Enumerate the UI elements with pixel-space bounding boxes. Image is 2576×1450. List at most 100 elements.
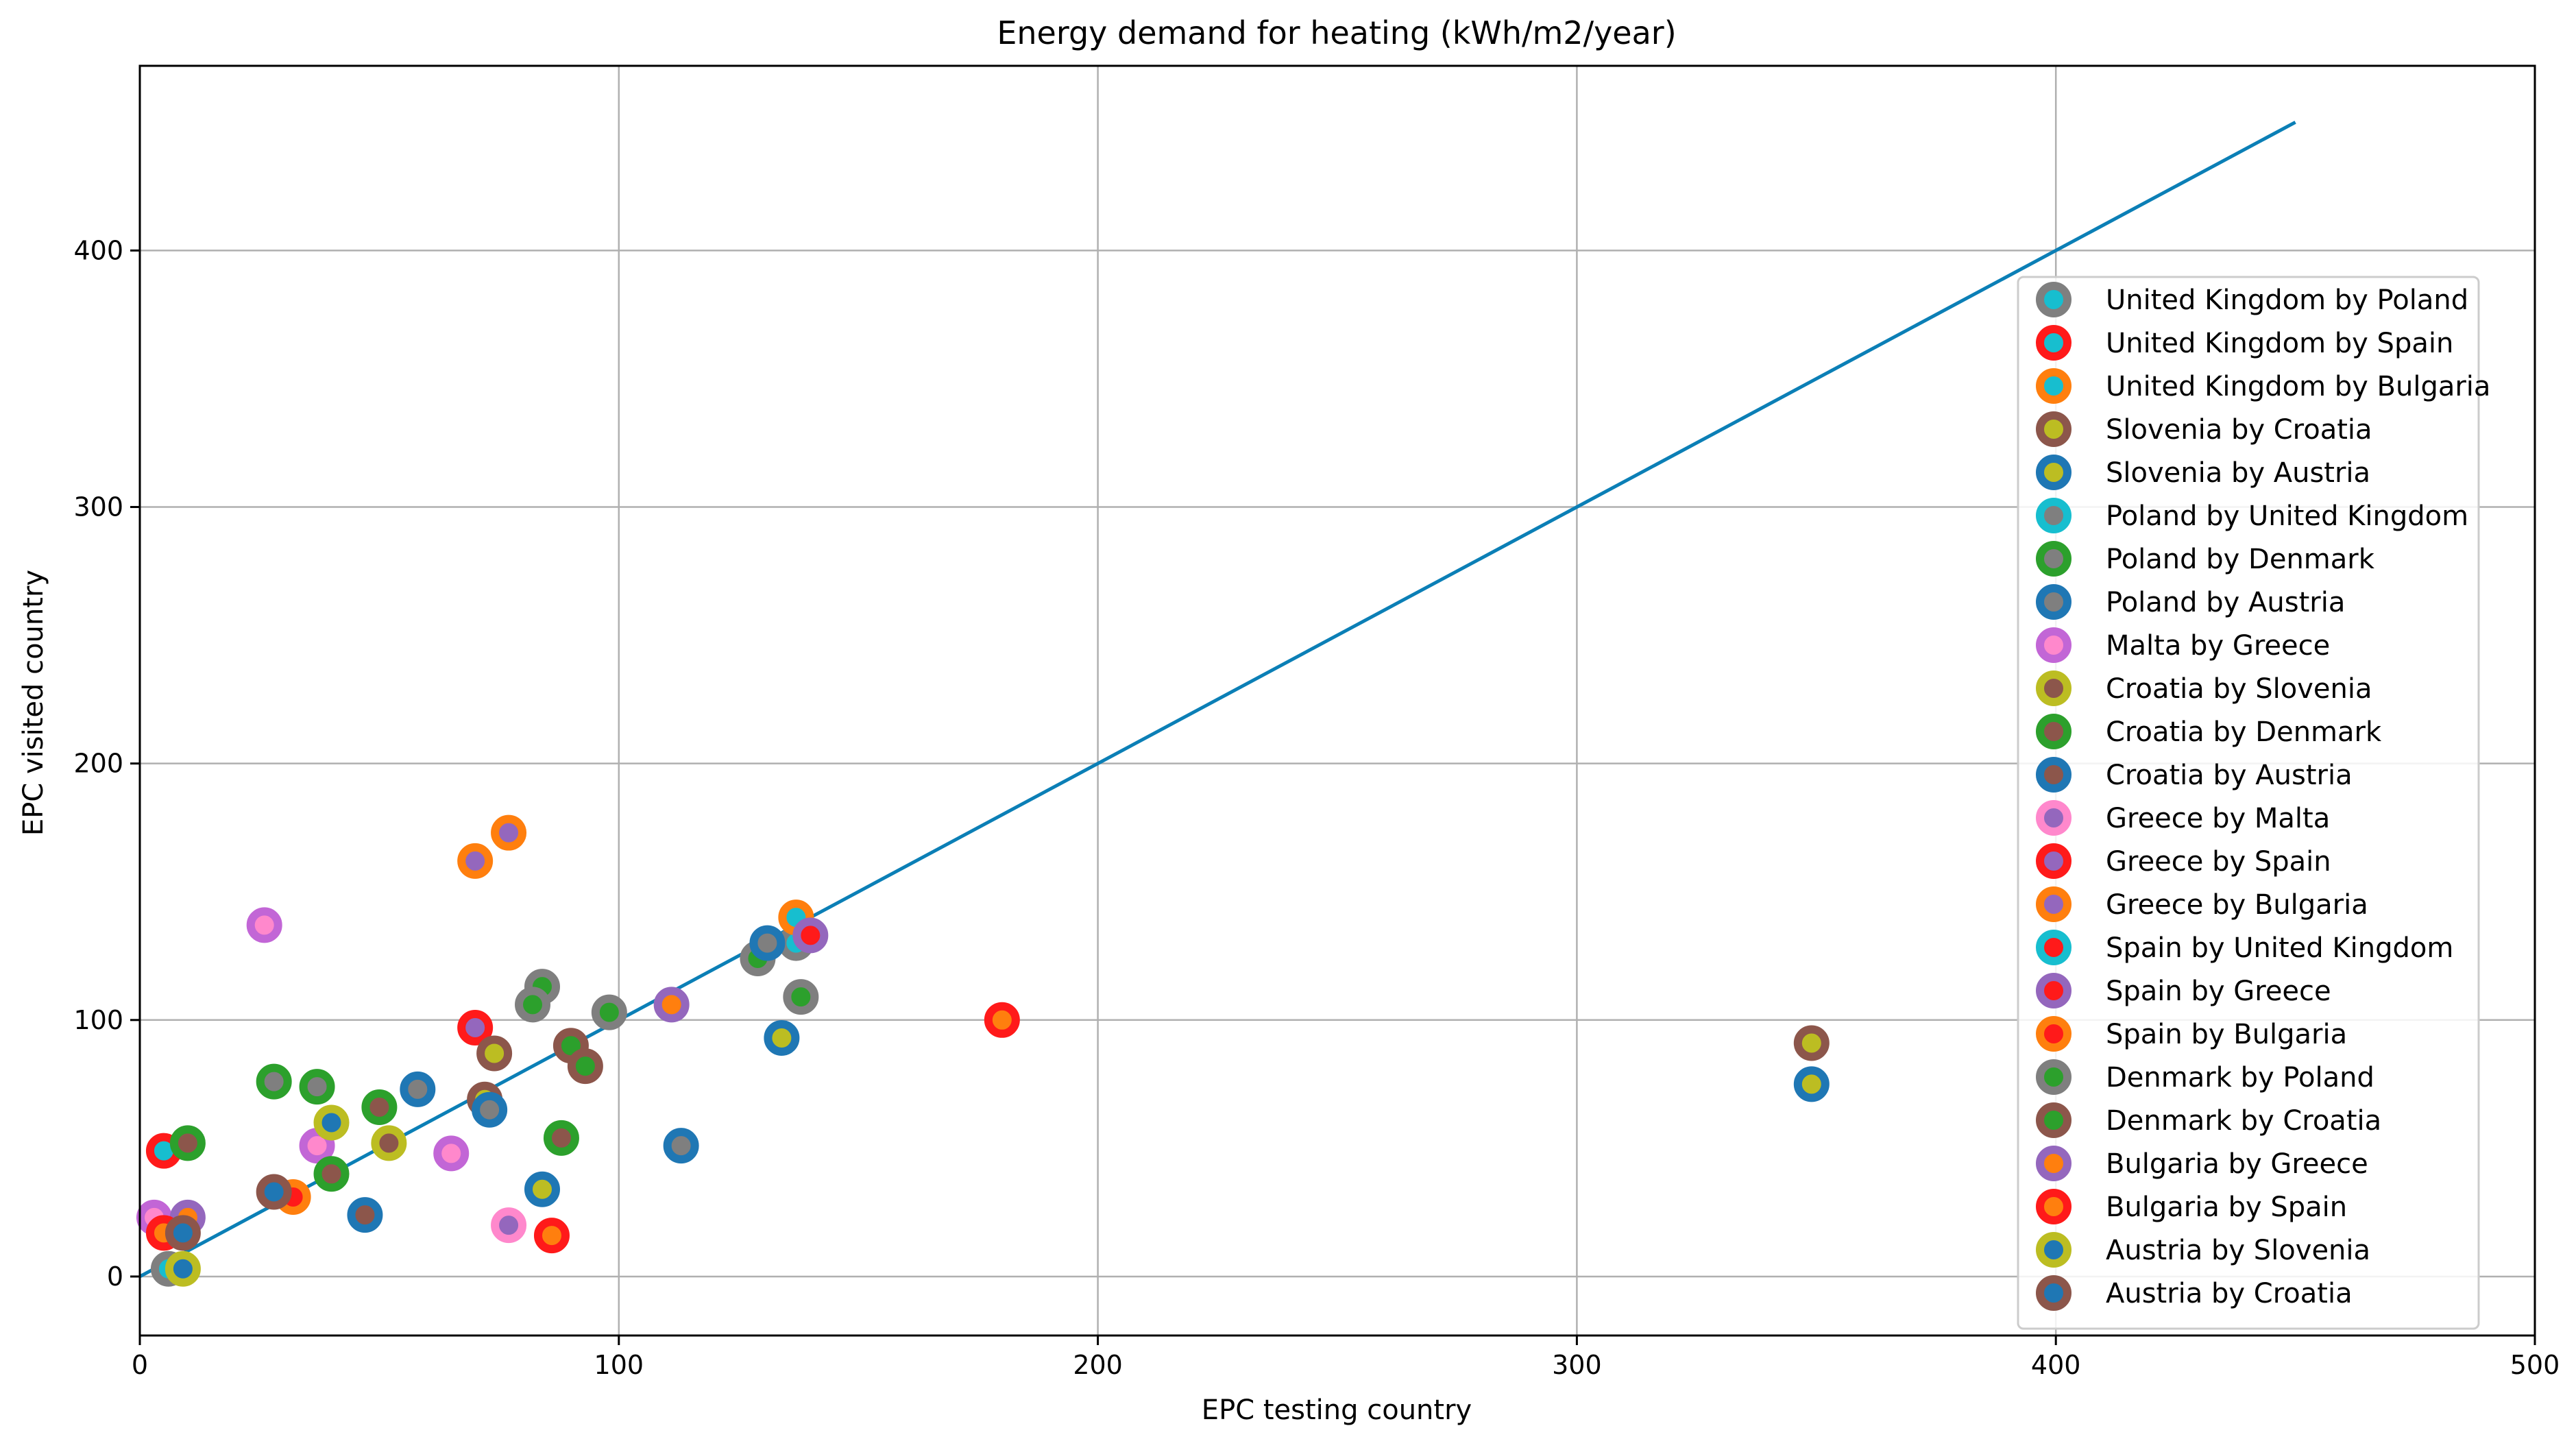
- data-point: [169, 1125, 206, 1161]
- legend-label: Spain by Greece: [2106, 976, 2331, 1007]
- legend-label: Croatia by Austria: [2106, 760, 2353, 791]
- legend-marker: [2036, 282, 2071, 317]
- data-point: [476, 1035, 513, 1072]
- legend: United Kingdom by Poland United Kingdom b…: [2017, 276, 2490, 1330]
- legend-label: Croatia by Denmark: [2106, 716, 2382, 748]
- legend-label: Austria by Croatia: [2106, 1278, 2353, 1309]
- data-point: [749, 925, 786, 961]
- legend-label: United Kingdom by Poland: [2106, 285, 2468, 316]
- data-point: [984, 1002, 1020, 1038]
- legend-label: Bulgaria by Greece: [2106, 1148, 2368, 1180]
- legend-label: Malta by Greece: [2106, 630, 2330, 662]
- legend-marker: [2036, 800, 2071, 836]
- legend-label: Poland by Austria: [2106, 587, 2345, 618]
- data-point: [299, 1069, 335, 1105]
- legend-marker: [2036, 930, 2071, 965]
- legend-marker: [2036, 714, 2071, 749]
- legend-label: Denmark by Poland: [2106, 1062, 2374, 1093]
- y-axis-label: EPC visited country: [18, 570, 49, 836]
- data-point: [361, 1089, 398, 1126]
- x-tick-label: 0: [132, 1350, 148, 1380]
- legend-marker: [2036, 670, 2071, 706]
- data-point: [433, 1135, 470, 1172]
- legend-marker: [2036, 973, 2071, 1008]
- legend-marker: [2036, 411, 2071, 447]
- legend-marker: [2036, 325, 2071, 361]
- data-point: [653, 987, 690, 1023]
- legend-label: Slovenia by Austria: [2106, 457, 2370, 489]
- y-tick-label: 200: [73, 749, 123, 779]
- legend-marker: [2036, 1146, 2071, 1181]
- legend-label: Greece by Malta: [2106, 803, 2330, 834]
- reference-line: [138, 121, 2296, 1279]
- data-point: [567, 1048, 603, 1085]
- legend-marker: [2036, 1059, 2071, 1095]
- legend-marker: [2036, 541, 2071, 577]
- data-point: [1793, 1066, 1830, 1102]
- legend-label: Poland by United Kingdom: [2106, 500, 2468, 532]
- axis-ticks: 0 100 200 300 400 500 0 100 200 300 400: [73, 235, 2560, 1380]
- chart-title: Energy demand for heating (kWh/m2/year): [997, 14, 1676, 51]
- legend-label: United Kingdom by Bulgaria: [2106, 371, 2490, 402]
- legend-label: Poland by Denmark: [2106, 544, 2375, 575]
- legend-marker: [2036, 498, 2071, 533]
- data-point: [533, 1218, 570, 1254]
- y-tick-label: 400: [73, 235, 123, 265]
- x-tick-label: 300: [1552, 1350, 1602, 1380]
- legend-marker: [2036, 627, 2071, 663]
- data-point: [313, 1156, 350, 1192]
- data-point: [457, 843, 494, 879]
- plot-frame: [138, 64, 2536, 1337]
- data-point: [347, 1197, 383, 1233]
- data-point: [371, 1125, 407, 1161]
- data-point: [400, 1071, 436, 1107]
- data-point: [491, 814, 527, 851]
- data-point: [457, 1010, 494, 1046]
- y-tick-label: 100: [73, 1005, 123, 1035]
- legend-label: Spain by United Kingdom: [2106, 932, 2453, 964]
- x-tick-label: 100: [594, 1350, 644, 1380]
- legend-label: Bulgaria by Spain: [2106, 1192, 2347, 1223]
- legend-label: Austria by Slovenia: [2106, 1235, 2370, 1266]
- x-tick-label: 200: [1073, 1350, 1123, 1380]
- legend-marker: [2036, 843, 2071, 879]
- data-point: [165, 1215, 201, 1251]
- legend-marker: [2036, 1189, 2071, 1224]
- data-point: [256, 1063, 292, 1100]
- legend-marker: [2036, 1016, 2071, 1052]
- data-point: [313, 1104, 350, 1141]
- data-points: [136, 814, 1830, 1287]
- data-point: [165, 1250, 201, 1287]
- reference-line-layer: [138, 121, 2296, 1279]
- data-point: [783, 979, 819, 1015]
- data-point: [1793, 1025, 1830, 1061]
- data-point: [663, 1128, 699, 1164]
- legend-marker: [2036, 886, 2071, 922]
- data-point: [472, 1091, 508, 1128]
- legend-box: [2017, 276, 2480, 1330]
- x-tick-label: 500: [2510, 1350, 2560, 1380]
- data-point: [792, 917, 829, 954]
- legend-label: Denmark by Croatia: [2106, 1105, 2381, 1137]
- data-point: [256, 1174, 292, 1210]
- legend-marker: [2036, 455, 2071, 490]
- legend-label: United Kingdom by Spain: [2106, 328, 2453, 359]
- x-axis-label: EPC testing country: [1202, 1394, 1472, 1426]
- data-point: [515, 987, 551, 1023]
- data-point: [764, 1019, 800, 1056]
- data-point: [246, 907, 282, 943]
- legend-marker: [2036, 368, 2071, 404]
- legend-label: Croatia by Slovenia: [2106, 673, 2372, 705]
- legend-marker: [2036, 1275, 2071, 1311]
- y-tick-label: 0: [107, 1261, 123, 1292]
- data-point: [543, 1120, 579, 1156]
- legend-label: Slovenia by Croatia: [2106, 414, 2372, 446]
- data-point: [491, 1207, 527, 1244]
- legend-marker: [2036, 757, 2071, 793]
- legend-label: Greece by Spain: [2106, 846, 2331, 878]
- legend-marker: [2036, 1102, 2071, 1138]
- legend-label: Greece by Bulgaria: [2106, 889, 2368, 921]
- data-point: [591, 994, 627, 1030]
